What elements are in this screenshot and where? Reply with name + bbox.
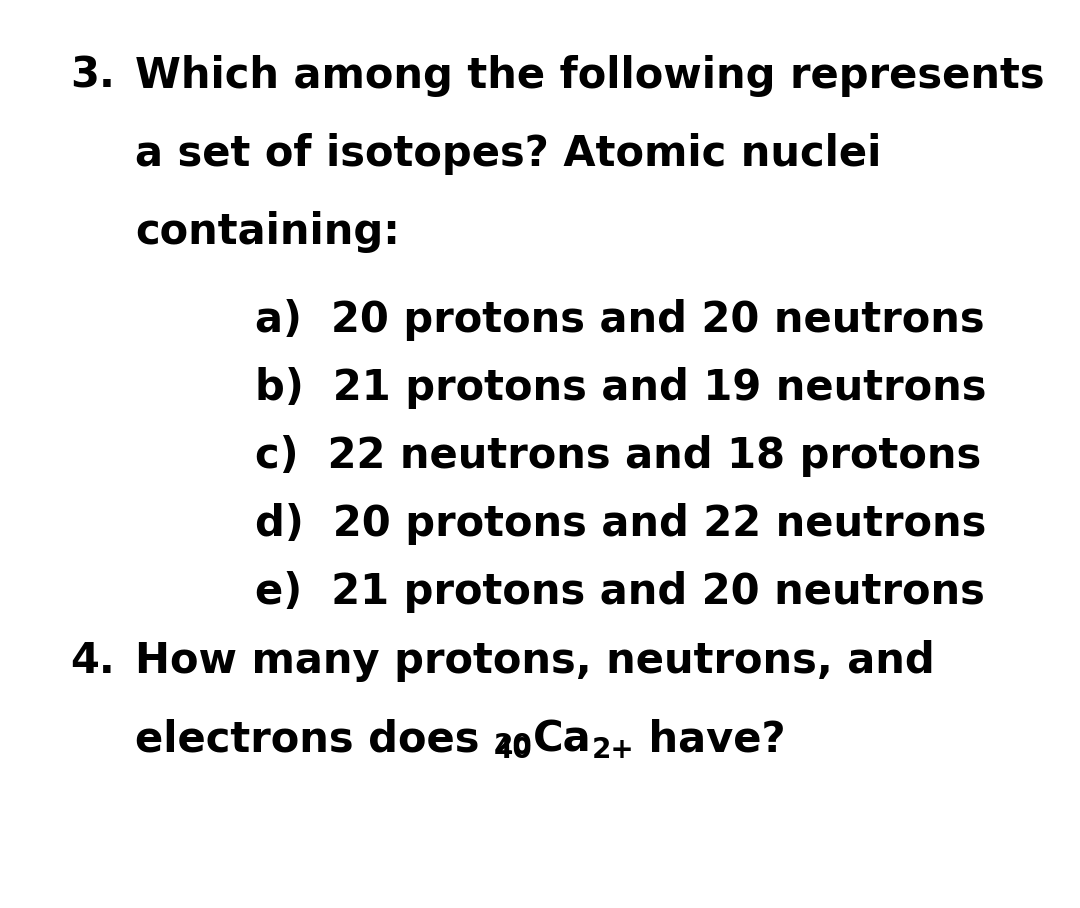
Text: e)  21 protons and 20 neutrons: e) 21 protons and 20 neutrons (255, 571, 985, 613)
Text: 4.: 4. (70, 640, 114, 682)
Text: c)  22 neutrons and 18 protons: c) 22 neutrons and 18 protons (255, 435, 982, 477)
Text: How many protons, neutrons, and: How many protons, neutrons, and (135, 640, 935, 682)
Text: have?: have? (634, 718, 786, 760)
Text: d)  20 protons and 22 neutrons: d) 20 protons and 22 neutrons (255, 503, 986, 545)
Text: 2+: 2+ (592, 736, 634, 764)
Text: 3.: 3. (70, 55, 114, 97)
Text: a set of isotopes? Atomic nuclei: a set of isotopes? Atomic nuclei (135, 133, 881, 175)
Text: Ca: Ca (532, 718, 592, 760)
Text: 40: 40 (494, 736, 532, 764)
Text: containing:: containing: (135, 211, 400, 253)
Text: 20: 20 (494, 732, 532, 760)
Text: b)  21 protons and 19 neutrons: b) 21 protons and 19 neutrons (255, 367, 986, 409)
Text: Which among the following represents: Which among the following represents (135, 55, 1044, 97)
Text: electrons does: electrons does (135, 718, 494, 760)
Text: a)  20 protons and 20 neutrons: a) 20 protons and 20 neutrons (255, 299, 985, 341)
